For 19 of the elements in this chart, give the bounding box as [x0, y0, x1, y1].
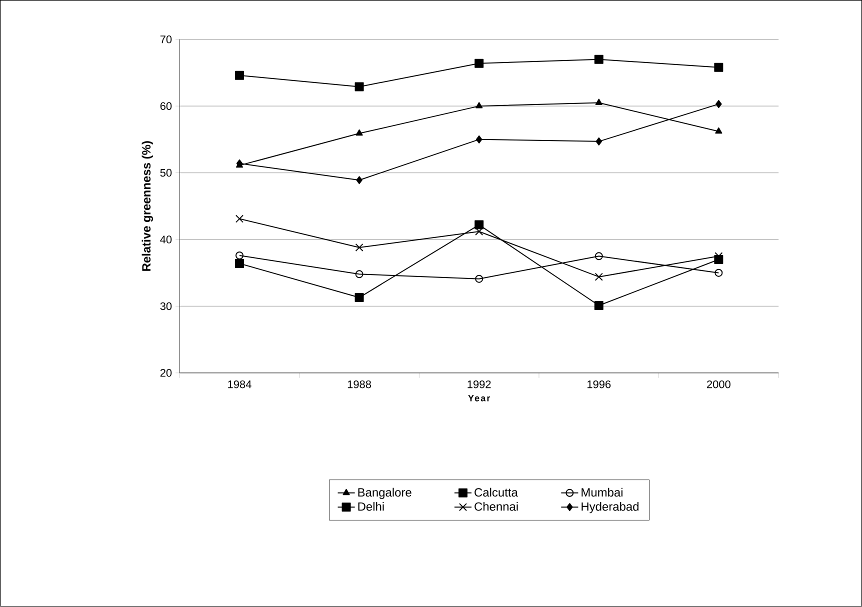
- legend-label: Delhi: [358, 502, 384, 511]
- y-tick-label: 70: [160, 36, 172, 44]
- y-tick-label: 20: [160, 369, 172, 377]
- y-axis-title: Relative greenness (%): [142, 141, 153, 272]
- legend-label: Calcutta: [474, 488, 518, 497]
- x-tick-label: 1988: [348, 380, 372, 388]
- x-tick-label: 1984: [228, 380, 252, 388]
- y-tick-label: 50: [160, 169, 172, 177]
- x-axis-title: Year: [468, 395, 490, 402]
- legend-label: Bangalore: [358, 488, 412, 500]
- y-tick-label: 40: [160, 236, 172, 244]
- legend-label: Mumbai: [582, 488, 622, 497]
- legend-label: Chennai: [474, 502, 518, 511]
- x-tick-label: 1996: [588, 380, 611, 388]
- y-tick-label: 30: [160, 302, 172, 310]
- y-tick-label: 60: [160, 102, 172, 110]
- legend-label: Hyderabad: [582, 502, 638, 514]
- x-tick-label: 1992: [468, 380, 491, 388]
- x-tick-label: 2000: [707, 380, 730, 388]
